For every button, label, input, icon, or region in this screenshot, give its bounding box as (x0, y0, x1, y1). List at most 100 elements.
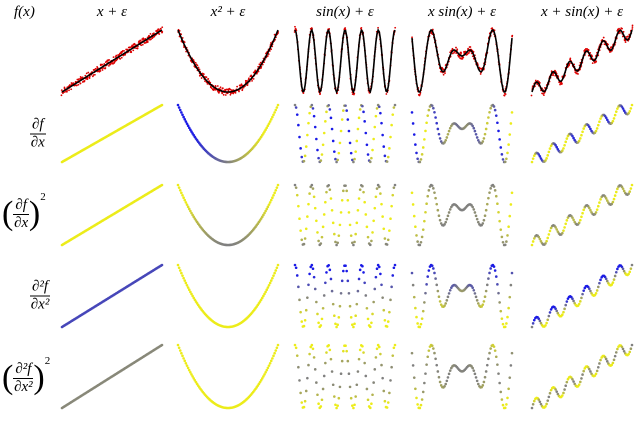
derivative-point (581, 292, 584, 296)
derivative-point (482, 300, 486, 303)
noise-point (199, 74, 201, 77)
derivative-point (393, 263, 397, 267)
derivative-point (438, 380, 442, 384)
derivative-point (189, 209, 192, 213)
derivative-point (345, 109, 348, 112)
derivative-point (577, 139, 581, 143)
derivative-point (547, 314, 551, 318)
derivative-point (303, 319, 307, 322)
noise-point (453, 51, 456, 54)
row-label: (∂f ∂x) 2 (2, 191, 46, 233)
derivative-point (434, 357, 437, 361)
derivative-point (492, 345, 496, 348)
noise-point (631, 26, 634, 29)
derivative-point (555, 309, 559, 313)
derivative-point (363, 281, 366, 285)
derivative-point (483, 375, 487, 379)
derivative-point (308, 192, 311, 195)
noise-point (344, 27, 347, 29)
derivative-point (545, 157, 548, 160)
derivative-point (294, 266, 298, 270)
derivative-point (487, 116, 490, 119)
derivative-point (351, 158, 354, 162)
derivative-point (392, 346, 396, 350)
noise-point (574, 71, 577, 74)
derivative-point (354, 395, 357, 398)
derivative-point (337, 316, 341, 319)
derivative-point (555, 228, 559, 231)
derivative-point (320, 153, 324, 156)
derivative-point (487, 357, 490, 361)
derivative-point (614, 190, 618, 194)
derivative-point (368, 243, 372, 247)
derivative-point (324, 361, 327, 365)
derivative-point (475, 217, 479, 221)
derivative-point (190, 211, 193, 215)
paren: ( (2, 359, 14, 396)
noise-point (60, 94, 63, 97)
derivative-point (298, 217, 301, 221)
derivative-point (443, 223, 446, 226)
derivative-point (321, 387, 325, 391)
derivative-point (316, 312, 319, 316)
derivative-point (335, 243, 338, 247)
derivative-point (393, 103, 397, 107)
derivative-point (436, 127, 440, 131)
noise-point (467, 52, 470, 54)
derivative-point (582, 289, 585, 292)
derivative-point (176, 343, 180, 347)
derivative-point (185, 122, 189, 125)
derivative-point (358, 108, 362, 111)
derivative-point (475, 136, 479, 139)
derivative-point (582, 208, 585, 212)
derivative-point (562, 229, 565, 232)
derivative-point (494, 355, 498, 359)
noise-point (142, 38, 145, 41)
derivative-point (489, 267, 492, 270)
derivative-point (335, 325, 338, 329)
derivative-point (264, 209, 267, 213)
derivative-point (269, 359, 273, 363)
derivative-point (589, 208, 592, 212)
derivative-point (473, 211, 477, 214)
derivative-point (426, 194, 430, 198)
derivative-point (430, 104, 434, 107)
derivative-point (368, 406, 372, 410)
derivative-point (364, 213, 368, 216)
derivative-point (424, 291, 427, 295)
derivative-point (372, 137, 375, 141)
derivative-point (572, 380, 575, 383)
noise-point (75, 84, 78, 87)
derivative-point (472, 208, 476, 211)
derivative-point (377, 265, 381, 269)
noise-point (230, 92, 232, 95)
derivative-point (419, 322, 423, 326)
derivative-point (596, 285, 600, 289)
noise-point (83, 80, 86, 83)
derivative-point (267, 283, 271, 287)
derivative-point (380, 283, 383, 287)
derivative-point (368, 160, 372, 164)
noise-point (155, 30, 157, 32)
derivative-point (445, 136, 449, 139)
derivative-point (187, 207, 191, 211)
derivative-point (556, 230, 560, 233)
derivative-point (538, 155, 542, 158)
derivative-point (184, 120, 188, 123)
derivative-point (330, 289, 334, 293)
derivative-point (426, 114, 430, 117)
noise-point (455, 46, 457, 49)
derivative-point (363, 361, 366, 365)
derivative-point (563, 388, 566, 391)
derivative-point (594, 211, 598, 214)
derivative-point (562, 391, 565, 395)
derivative-point (160, 263, 164, 267)
derivative-point (324, 200, 327, 204)
derivative-point (530, 243, 534, 247)
derivative-point (392, 106, 396, 109)
derivative-point (492, 105, 496, 108)
derivative-point (531, 322, 535, 325)
derivative-point (498, 381, 501, 385)
derivative-point (373, 125, 377, 129)
noise-point (503, 92, 506, 95)
